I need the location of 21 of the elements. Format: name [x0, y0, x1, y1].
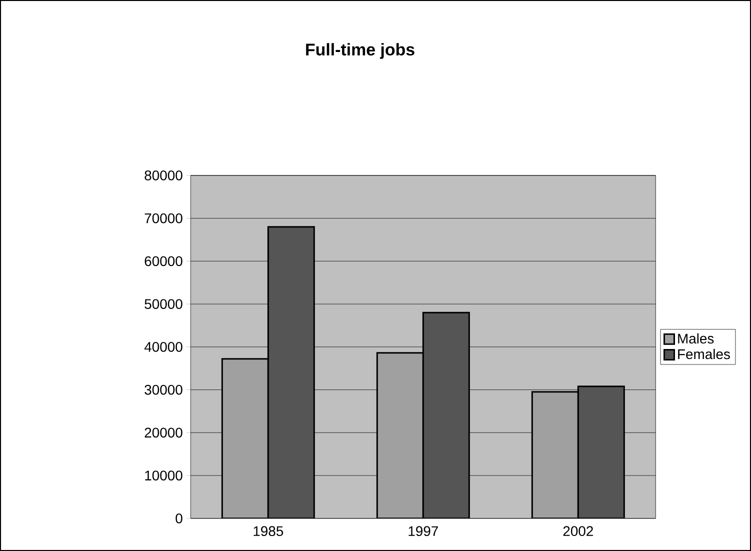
legend-label: Females: [678, 348, 730, 360]
y-tick-label: 70000: [144, 213, 182, 224]
y-tick-label: 50000: [144, 299, 182, 309]
y-tick-label: 40000: [144, 342, 182, 352]
bar: [531, 391, 579, 518]
bar: [376, 352, 424, 518]
x-tick-label: 2002: [563, 526, 593, 536]
y-tick-label: 30000: [144, 384, 182, 395]
bar: [267, 226, 315, 518]
x-tick-label: 1985: [254, 526, 284, 536]
x-tick-label: 1997: [408, 526, 438, 536]
legend-label: Males: [678, 333, 714, 344]
chart-title: Full-time jobs: [306, 43, 414, 59]
y-tick-label: 10000: [145, 470, 182, 480]
y-tick-label: 80000: [144, 170, 182, 180]
bar: [577, 386, 625, 518]
y-tick-label: 0: [176, 513, 182, 524]
y-tick-label: 60000: [144, 256, 182, 266]
bar: [221, 358, 269, 518]
bar: [422, 312, 470, 518]
y-tick-label: 20000: [144, 428, 182, 438]
